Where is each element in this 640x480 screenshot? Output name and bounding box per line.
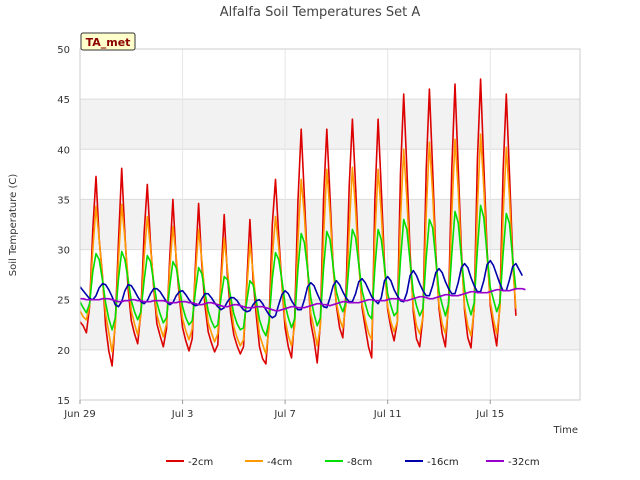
background-band — [80, 99, 580, 150]
x-tick-label: Jun 29 — [63, 409, 96, 420]
plot-frame — [79, 48, 581, 401]
series-line-minus-32cm — [80, 287, 526, 312]
y-tick-label: 45 — [57, 95, 70, 106]
badge-box — [80, 32, 136, 51]
background-band — [80, 49, 580, 100]
x-tick-label: Jul 15 — [475, 409, 504, 420]
legend-label: -2cm — [188, 457, 213, 468]
y-tick-label: 15 — [57, 396, 70, 407]
series-line-minus-8cm — [79, 204, 517, 337]
background-band — [80, 349, 580, 400]
y-tick-label: 40 — [57, 145, 70, 156]
x-tick-label: Jul 3 — [171, 409, 194, 420]
y-tick-label: 20 — [57, 346, 70, 357]
legend-label: -8cm — [347, 457, 372, 468]
legend-label: -32cm — [508, 457, 540, 468]
badge-label: TA_met — [86, 36, 131, 49]
series-line-minus-16cm — [79, 259, 524, 319]
x-axis-title: Time — [553, 425, 578, 436]
series-layer — [79, 78, 526, 367]
legend-label: -4cm — [267, 457, 292, 468]
legend: -2cm -4cm -8cm -16cm -32cm — [166, 457, 540, 468]
y-axis: 15 20 25 30 35 40 45 50 — [57, 45, 70, 407]
y-tick-label: 30 — [57, 246, 70, 257]
y-tick-label: 25 — [57, 296, 70, 307]
y-tick-label: 35 — [57, 195, 70, 206]
y-axis-title: Soil Temperature (C) — [8, 174, 19, 277]
x-axis: Jun 29 Jul 3 Jul 7 Jul 11 Jul 15 — [63, 400, 504, 420]
station-badge: TA_met — [80, 32, 136, 51]
legend-label: -16cm — [427, 457, 459, 468]
y-tick-label: 50 — [57, 45, 70, 56]
x-tick-label: Jul 7 — [273, 409, 296, 420]
x-tick-label: Jul 11 — [373, 409, 402, 420]
chart-title: Alfalfa Soil Temperatures Set A — [220, 5, 421, 20]
